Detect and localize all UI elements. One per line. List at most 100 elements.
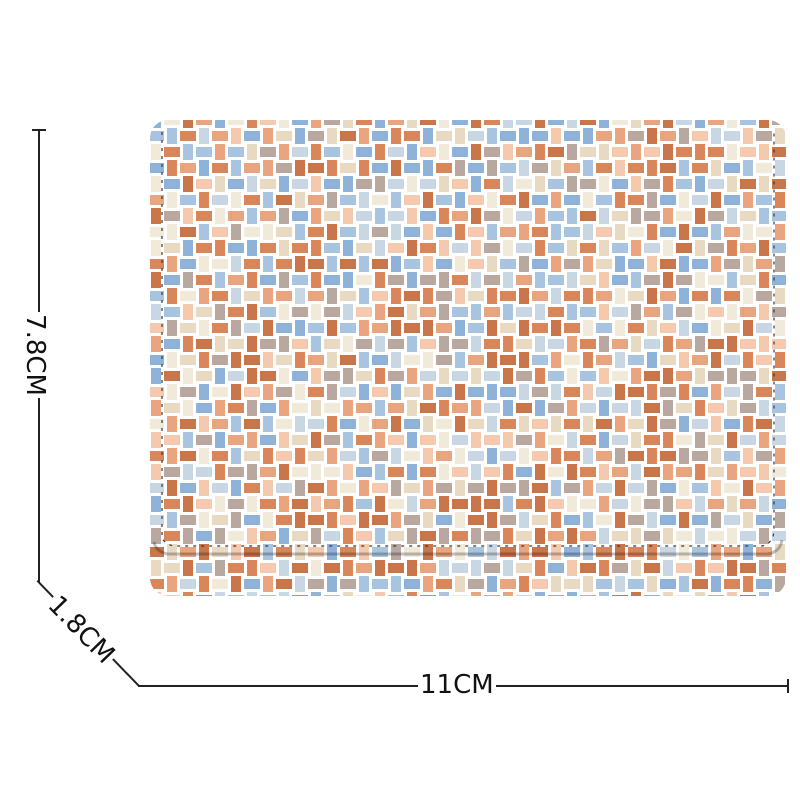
weave-strand — [295, 512, 305, 528]
weave-strand — [580, 531, 596, 541]
weave-strand — [743, 288, 753, 304]
weave-strand — [164, 499, 180, 509]
weave-strand — [759, 496, 769, 512]
weave-strand — [164, 339, 180, 349]
weave-strand — [740, 595, 756, 596]
weave-strand — [599, 592, 609, 596]
weave-strand — [567, 400, 577, 416]
weave-strand — [228, 120, 244, 125]
weave-strand — [484, 563, 500, 573]
weave-strand — [407, 560, 417, 576]
weave-strand — [596, 579, 612, 589]
weave-strand — [740, 275, 756, 285]
weave-strand — [150, 579, 164, 589]
weave-strand — [151, 120, 161, 128]
weave-strand — [423, 192, 433, 208]
weave-strand — [663, 528, 673, 544]
weave-strand — [676, 275, 692, 285]
weave-strand — [551, 480, 561, 496]
weave-strand — [276, 227, 292, 237]
depth-label: 1.8CM — [41, 590, 121, 670]
weave-strand — [503, 592, 513, 596]
weave-strand — [551, 160, 561, 176]
weave-strand — [455, 384, 465, 400]
weave-strand — [215, 272, 225, 288]
weave-strand — [567, 592, 577, 596]
weave-strand — [375, 528, 385, 544]
weave-strand — [164, 275, 180, 285]
weave-strand — [644, 243, 660, 253]
weave-strand — [548, 147, 564, 157]
weave-strand — [279, 400, 289, 416]
weave-strand — [212, 419, 228, 429]
weave-strand — [644, 179, 660, 189]
weave-strand — [647, 224, 657, 240]
weave-strand — [263, 224, 273, 240]
weave-strand — [228, 371, 244, 381]
weave-strand — [260, 531, 276, 541]
weave-strand — [647, 448, 657, 464]
weave-strand — [455, 160, 465, 176]
weave-strand — [247, 432, 257, 448]
weave-strand — [775, 576, 785, 592]
weave-strand — [375, 368, 385, 384]
weave-strand — [663, 176, 673, 192]
weave-strand — [180, 483, 196, 493]
weave-strand — [599, 432, 609, 448]
weave-strand — [471, 528, 481, 544]
weave-strand — [580, 307, 596, 317]
weave-strand — [567, 120, 577, 128]
weave-strand — [164, 563, 180, 573]
weave-strand — [308, 195, 324, 205]
weave-strand — [484, 371, 500, 381]
weave-strand — [150, 387, 164, 397]
weave-strand — [551, 288, 561, 304]
weave-strand — [423, 512, 433, 528]
weave-strand — [183, 144, 193, 160]
weave-strand — [548, 339, 564, 349]
weave-strand — [660, 323, 676, 333]
weave-strand — [356, 435, 372, 445]
weave-strand — [263, 384, 273, 400]
weave-strand — [724, 291, 740, 301]
weave-strand — [215, 336, 225, 352]
weave-strand — [391, 544, 401, 560]
weave-strand — [199, 160, 209, 176]
weave-strand — [452, 211, 468, 221]
weave-strand — [244, 419, 260, 429]
weave-strand — [151, 496, 161, 512]
weave-strand — [340, 195, 356, 205]
weave-strand — [532, 515, 548, 525]
weave-strand — [676, 371, 692, 381]
weave-strand — [436, 419, 452, 429]
weave-strand — [631, 272, 641, 288]
weave-strand — [516, 147, 532, 157]
weave-strand — [343, 528, 353, 544]
weave-strand — [596, 419, 612, 429]
weave-strand — [740, 120, 756, 125]
weave-strand — [228, 147, 244, 157]
weave-strand — [279, 272, 289, 288]
weave-strand — [212, 259, 228, 269]
weave-strand — [615, 416, 625, 432]
weave-strand — [468, 451, 484, 461]
weave-strand — [260, 403, 276, 413]
weave-strand — [423, 384, 433, 400]
weave-strand — [407, 592, 417, 596]
weave-strand — [356, 595, 372, 596]
weave-strand — [743, 352, 753, 368]
weave-strand — [199, 128, 209, 144]
weave-strand — [391, 448, 401, 464]
weave-strand — [759, 176, 769, 192]
weave-strand — [647, 192, 657, 208]
weave-strand — [375, 120, 385, 128]
weave-strand — [535, 464, 545, 480]
weave-strand — [631, 464, 641, 480]
weave-strand — [660, 387, 676, 397]
weave-strand — [324, 371, 340, 381]
weave-strand — [564, 355, 580, 365]
weave-strand — [452, 147, 468, 157]
weave-strand — [375, 144, 385, 160]
weave-strand — [295, 480, 305, 496]
weave-strand — [151, 240, 161, 256]
